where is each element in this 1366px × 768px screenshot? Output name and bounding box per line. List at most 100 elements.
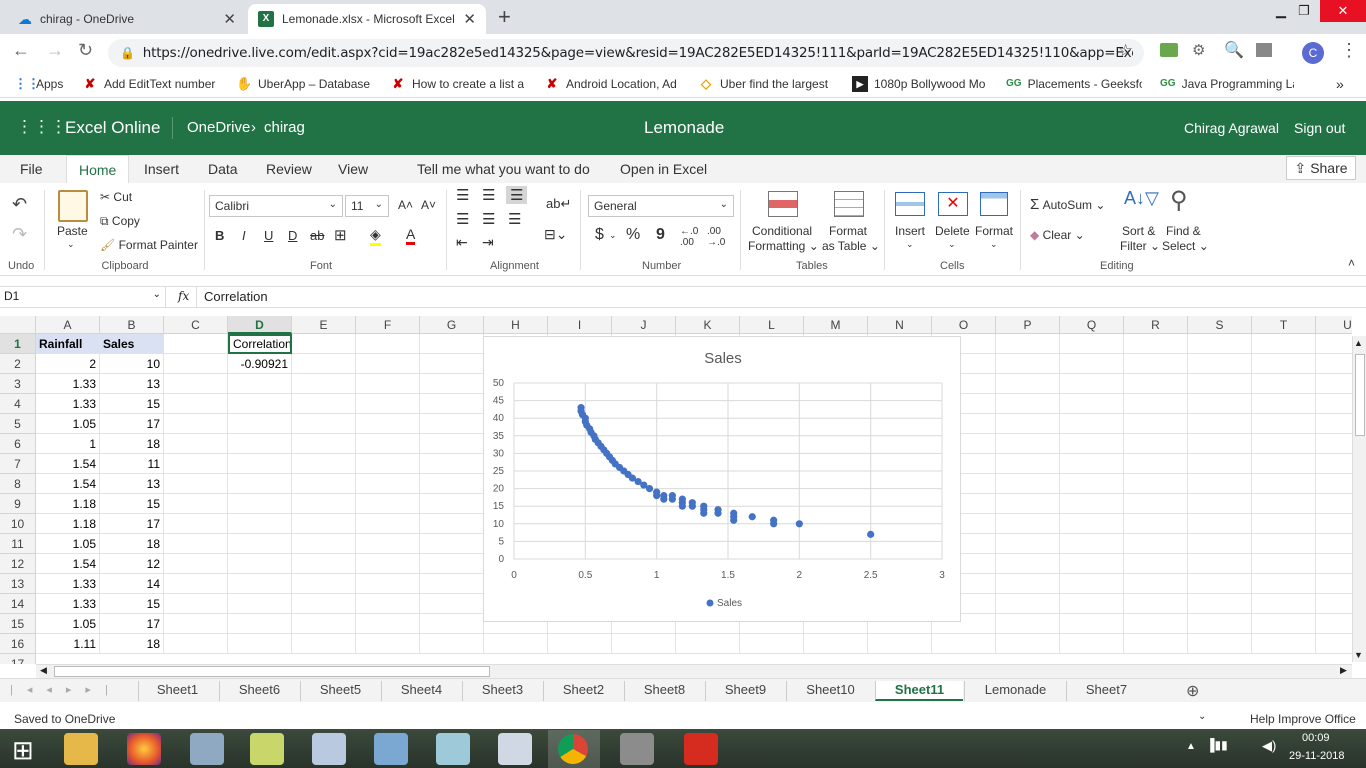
cell[interactable]	[164, 554, 228, 574]
align-center-icon[interactable]: ☰	[482, 211, 496, 228]
cell[interactable]	[1060, 354, 1124, 374]
cell[interactable]	[356, 434, 420, 454]
clear-button[interactable]: ◆ Clear ⌄	[1030, 228, 1085, 242]
cell[interactable]	[1252, 534, 1316, 554]
cell[interactable]	[1252, 414, 1316, 434]
cell[interactable]	[1188, 494, 1252, 514]
cell[interactable]: 1.05	[36, 614, 100, 634]
cell[interactable]	[1188, 354, 1252, 374]
cell[interactable]: 1.18	[36, 514, 100, 534]
currency-dropdown-icon[interactable]: ⌄	[609, 230, 617, 240]
close-tab-icon[interactable]: ✕	[463, 11, 476, 28]
cell[interactable]	[292, 454, 356, 474]
column-header[interactable]: N	[868, 316, 932, 334]
strikethrough-button[interactable]: ab	[310, 228, 325, 243]
italic-button[interactable]: I	[242, 228, 246, 243]
cell[interactable]	[1188, 634, 1252, 654]
cell[interactable]	[1060, 394, 1124, 414]
cell[interactable]	[228, 474, 292, 494]
insert-function-icon[interactable]: fx	[178, 289, 190, 303]
cell[interactable]	[164, 514, 228, 534]
conditional-formatting-icon[interactable]	[768, 191, 798, 217]
profile-avatar[interactable]: C	[1302, 42, 1324, 64]
cell[interactable]	[1316, 334, 1352, 354]
help-improve-link[interactable]: Help Improve Office	[1250, 712, 1356, 726]
cell[interactable]	[292, 574, 356, 594]
column-header[interactable]: A	[36, 316, 100, 334]
cell[interactable]	[1060, 554, 1124, 574]
cell[interactable]	[1316, 354, 1352, 374]
cell[interactable]	[868, 614, 932, 634]
row-header[interactable]: 7	[0, 454, 36, 474]
cell[interactable]	[996, 634, 1060, 654]
bookmark-item[interactable]: ▶ 1080p Bollywood Mo	[852, 76, 988, 92]
status-dropdown-icon[interactable]: ⌄	[1198, 711, 1207, 722]
browser-tab-excel[interactable]: X Lemonade.xlsx - Microsoft Excel O ✕	[248, 4, 486, 34]
back-icon[interactable]: ←	[12, 40, 30, 60]
row-header[interactable]: 12	[0, 554, 36, 574]
cell[interactable]: 15	[100, 594, 164, 614]
extension-bicycle-icon[interactable]: ⚙	[1192, 42, 1206, 59]
cell[interactable]	[1124, 634, 1188, 654]
row-header[interactable]: 13	[0, 574, 36, 594]
horizontal-scrollbar[interactable]	[36, 664, 1352, 678]
cell[interactable]	[1316, 434, 1352, 454]
cell[interactable]	[228, 514, 292, 534]
cell[interactable]	[1060, 434, 1124, 454]
snipping-tool-icon[interactable]	[312, 733, 346, 765]
calculator-icon[interactable]	[374, 733, 408, 765]
cell[interactable]	[1060, 414, 1124, 434]
cell[interactable]	[932, 534, 996, 554]
file-explorer-icon[interactable]	[64, 733, 98, 765]
format-dropdown-icon[interactable]: ⌄	[990, 239, 998, 249]
sheet-tab[interactable]: Sheet1	[138, 681, 216, 701]
cell[interactable]	[932, 614, 996, 634]
reload-icon[interactable]: ↻	[78, 40, 94, 60]
archive-app-icon[interactable]	[620, 733, 654, 765]
row-header[interactable]: 16	[0, 634, 36, 654]
cell[interactable]	[1060, 334, 1124, 354]
row-header[interactable]: 5	[0, 414, 36, 434]
cell[interactable]	[420, 614, 484, 634]
cell[interactable]	[1252, 514, 1316, 534]
cell[interactable]	[1252, 374, 1316, 394]
cell[interactable]	[292, 394, 356, 414]
font-size-select[interactable]: 11 ⌄	[345, 195, 389, 217]
cell[interactable]: Rainfall	[36, 334, 100, 354]
cell[interactable]	[932, 454, 996, 474]
cell[interactable]	[1316, 474, 1352, 494]
cell[interactable]	[932, 514, 996, 534]
network-icon[interactable]: ▐▮▮	[1206, 738, 1228, 752]
cell[interactable]	[228, 634, 292, 654]
sheet-tab[interactable]: Sheet8	[624, 681, 704, 701]
app-launcher-icon[interactable]: ⋮⋮⋮	[16, 117, 67, 136]
cell[interactable]	[932, 474, 996, 494]
cell[interactable]	[1060, 454, 1124, 474]
row-header[interactable]: 6	[0, 434, 36, 454]
cell[interactable]	[1188, 474, 1252, 494]
cell[interactable]: 18	[100, 534, 164, 554]
cell[interactable]	[1252, 614, 1316, 634]
conditional-formatting-button[interactable]: Conditional	[752, 224, 813, 238]
cell[interactable]	[356, 514, 420, 534]
sheet-tab[interactable]: Sheet5	[300, 681, 380, 701]
cell[interactable]	[1316, 554, 1352, 574]
cell[interactable]	[228, 554, 292, 574]
row-header[interactable]: 10	[0, 514, 36, 534]
cell[interactable]	[164, 354, 228, 374]
row-header[interactable]: 11	[0, 534, 36, 554]
formula-input[interactable]: Correlation	[204, 289, 268, 304]
extension-grey-icon[interactable]	[1256, 43, 1272, 57]
cell[interactable]	[1316, 454, 1352, 474]
tab-review[interactable]: Review	[266, 161, 312, 177]
number-format-select[interactable]: General ⌄	[588, 195, 734, 217]
cell[interactable]	[292, 634, 356, 654]
select-all-corner[interactable]	[0, 316, 36, 334]
cell[interactable]: Sales	[100, 334, 164, 354]
cell[interactable]: 1.33	[36, 394, 100, 414]
format-as-table-line2[interactable]: as Table ⌄	[822, 239, 880, 253]
cell[interactable]	[868, 634, 932, 654]
cell[interactable]	[1316, 394, 1352, 414]
column-header[interactable]: U	[1316, 316, 1352, 334]
cell[interactable]	[1316, 374, 1352, 394]
